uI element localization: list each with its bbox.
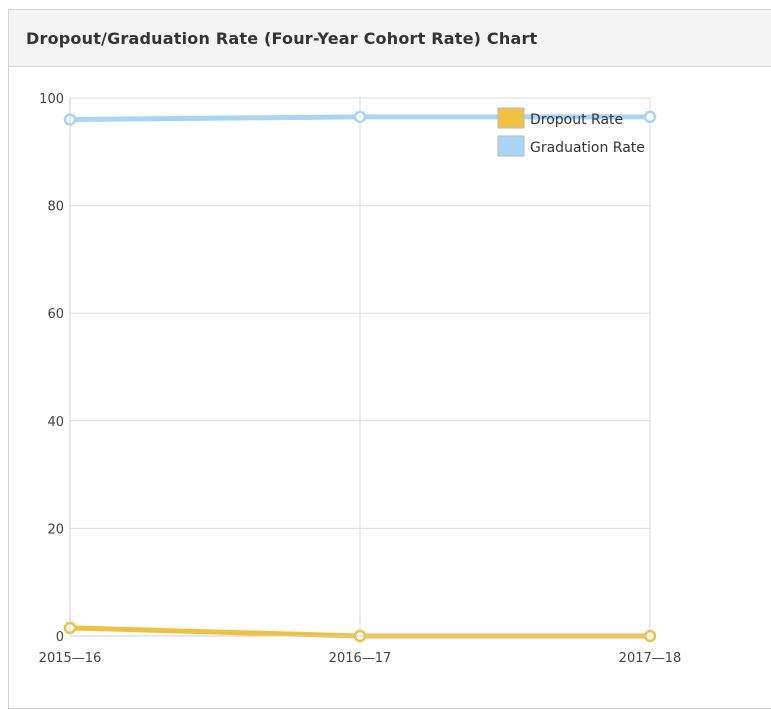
grid-layer — [69, 97, 651, 637]
x-tick-label: 2016—17 — [329, 651, 392, 666]
legend-swatch — [497, 135, 525, 157]
data-point[interactable] — [643, 110, 657, 124]
y-tick-label: 40 — [47, 415, 64, 430]
y-tick-label: 20 — [47, 522, 64, 537]
y-tick-label: 60 — [47, 307, 64, 322]
line-chart: 0 20 40 60 80 100 2015—16 2016—17 2017—18 Dropou… — [39, 92, 682, 666]
legend-label: Dropout Rate — [530, 112, 623, 128]
x-tick-label: 2015—16 — [39, 651, 102, 666]
chart-legend: Dropout Rate Graduation Rate — [497, 107, 645, 157]
chart-area: 0 20 40 60 80 100 2015—16 2016—17 2017—18 Dropou… — [39, 92, 682, 666]
x-tick-label: 2017—18 — [619, 651, 682, 666]
y-tick-label: 0 — [56, 630, 64, 645]
legend-swatch — [497, 107, 525, 129]
y-tick-label: 80 — [47, 200, 64, 215]
panel-header: Dropout/Graduation Rate (Four-Year Cohor… — [9, 10, 771, 67]
axis-layer: 0 20 40 60 80 100 2015—16 2016—17 2017—18 — [39, 92, 682, 666]
chart-panel: Dropout/Graduation Rate (Four-Year Cohor… — [8, 9, 771, 709]
y-tick-label: 100 — [39, 92, 64, 107]
legend-label: Graduation Rate — [530, 140, 645, 156]
data-point[interactable] — [353, 110, 367, 124]
panel-title: Dropout/Graduation Rate (Four-Year Cohor… — [26, 28, 538, 48]
